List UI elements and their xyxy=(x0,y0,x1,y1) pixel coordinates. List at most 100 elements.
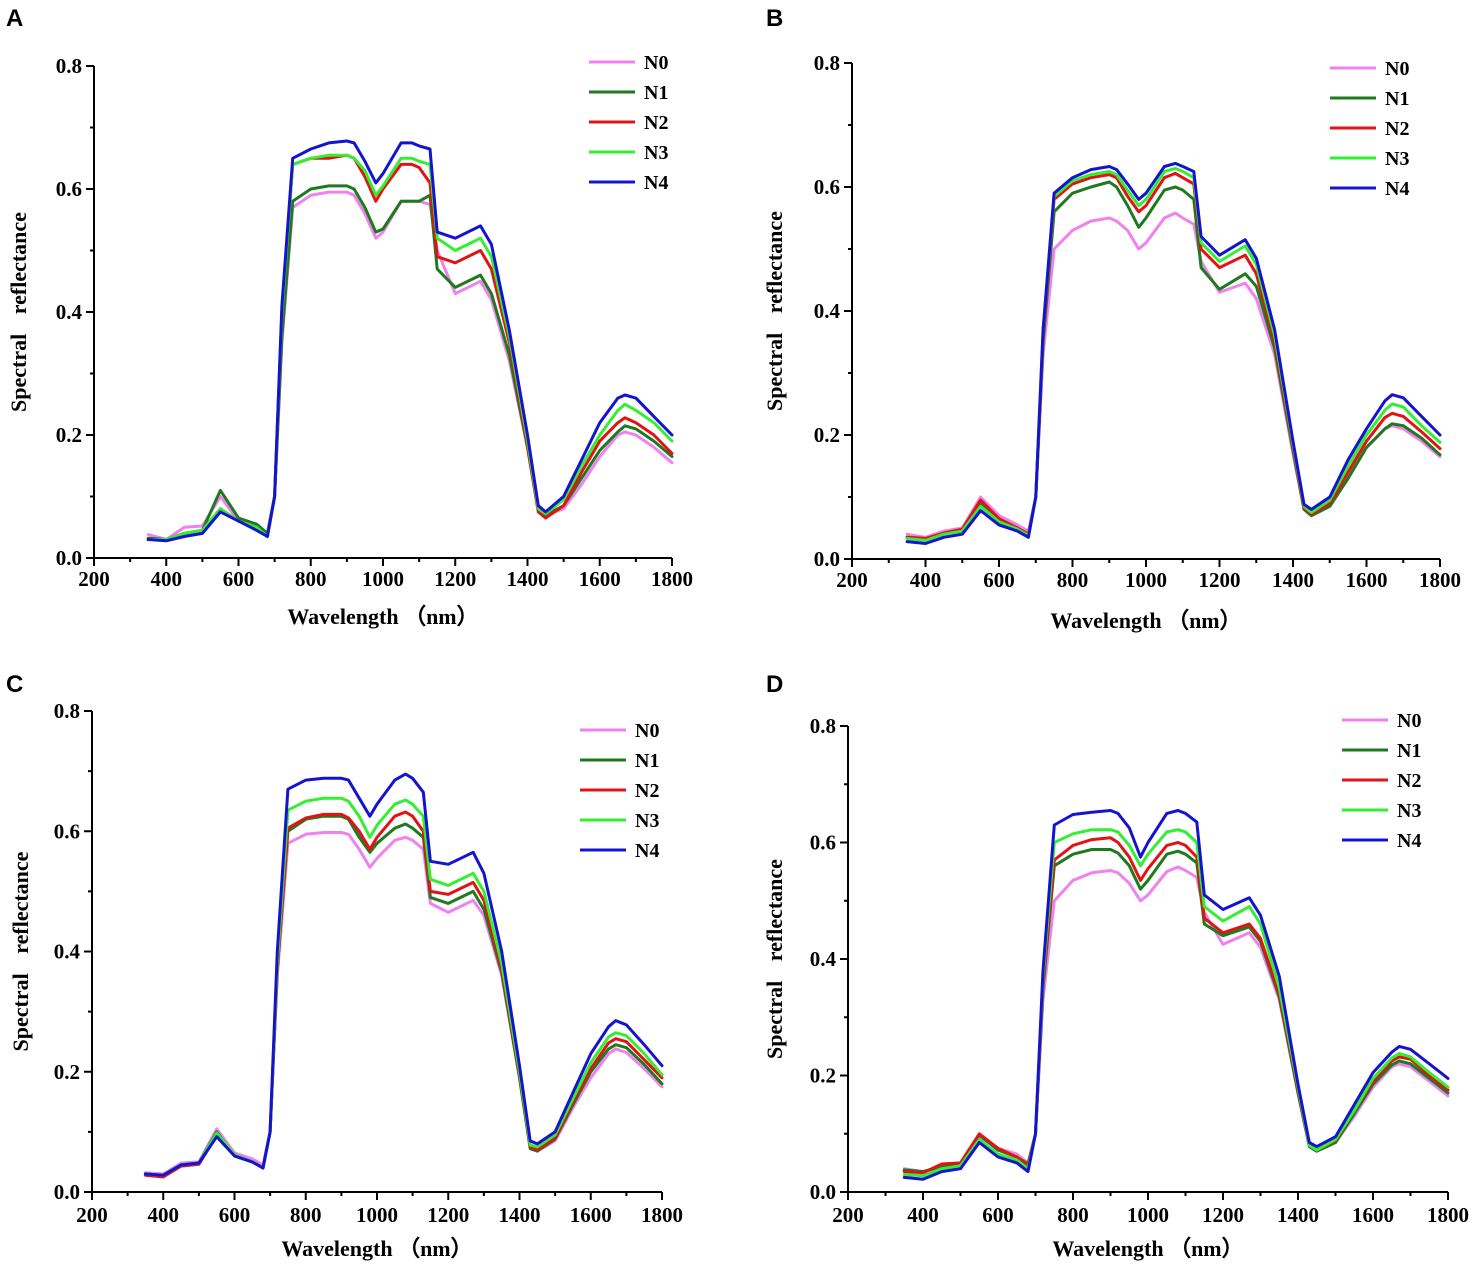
series-line-n2 xyxy=(146,153,674,541)
y-tick-label: 0.0 xyxy=(814,547,840,571)
x-tick-label: 1400 xyxy=(507,567,549,591)
x-tick-label: 800 xyxy=(1057,1203,1089,1227)
x-tick-label: 800 xyxy=(290,1203,322,1227)
x-tick-label: 200 xyxy=(832,1203,864,1227)
x-tick-label: 1600 xyxy=(1346,568,1388,592)
series-line-n4 xyxy=(902,809,1450,1181)
x-tick-label: 1600 xyxy=(579,567,621,591)
x-tick-label: 400 xyxy=(148,1203,180,1227)
y-tick-label: 0.2 xyxy=(54,1060,80,1084)
y-axis-title: Spectral reflectance xyxy=(6,212,31,412)
y-tick-label: 0.4 xyxy=(56,300,83,324)
x-tick-label: 1400 xyxy=(1272,568,1314,592)
x-tick-label: 600 xyxy=(983,568,1015,592)
series-line-n0 xyxy=(905,211,1442,539)
x-tick-label: 200 xyxy=(78,567,110,591)
x-axis-title: Wavelength （nm） xyxy=(1052,1236,1243,1261)
x-tick-label: 1200 xyxy=(427,1203,469,1227)
x-tick-label: 1600 xyxy=(1352,1203,1394,1227)
legend-label-n2: N2 xyxy=(1397,770,1421,792)
x-tick-label: 1000 xyxy=(1127,1203,1169,1227)
y-tick-label: 0.6 xyxy=(814,175,840,199)
x-tick-label: 200 xyxy=(76,1203,108,1227)
legend-label-n0: N0 xyxy=(1385,58,1409,80)
chart-panel-d: D 200 400 600 800 1000 1200 1400 1600 1800 0.0 0.2 0… xyxy=(762,671,1469,1261)
panel-letter: C xyxy=(6,671,23,698)
legend-label-n4: N4 xyxy=(1385,178,1409,200)
x-axis-title: Wavelength （nm） xyxy=(281,1236,472,1261)
y-tick-label: 0.4 xyxy=(810,947,837,971)
x-tick-label: 1000 xyxy=(1125,568,1167,592)
legend-label-n2: N2 xyxy=(644,112,668,134)
y-tick-label: 0.8 xyxy=(56,54,82,78)
legend-label-n1: N1 xyxy=(1397,740,1421,762)
y-axis-title: Spectral reflectance xyxy=(762,859,787,1059)
series-line-n0 xyxy=(143,831,664,1176)
y-tick-label: 0.4 xyxy=(54,940,81,964)
y-tick-label: 0.6 xyxy=(810,831,836,855)
x-tick-label: 1200 xyxy=(1199,568,1241,592)
series-line-n2 xyxy=(905,171,1442,540)
series-line-n1 xyxy=(143,814,664,1177)
x-tick-label: 1800 xyxy=(1419,568,1461,592)
x-tick-label: 200 xyxy=(836,568,868,592)
y-tick-label: 0.0 xyxy=(56,546,82,570)
x-tick-label: 1400 xyxy=(499,1203,541,1227)
legend-label-n4: N4 xyxy=(635,840,659,862)
y-tick-label: 0.2 xyxy=(56,423,82,447)
y-tick-label: 0.8 xyxy=(810,714,836,738)
y-tick-label: 0.0 xyxy=(54,1180,80,1204)
y-tick-label: 0.4 xyxy=(814,299,841,323)
x-tick-label: 1400 xyxy=(1277,1203,1319,1227)
series-line-n1 xyxy=(902,848,1450,1174)
x-tick-label: 800 xyxy=(1057,568,1089,592)
series-line-n3 xyxy=(905,166,1442,542)
legend-label-n3: N3 xyxy=(635,810,659,832)
y-tick-label: 0.8 xyxy=(814,51,840,75)
series-line-n2 xyxy=(902,836,1450,1175)
series-line-n1 xyxy=(905,180,1442,540)
x-tick-label: 1000 xyxy=(362,567,404,591)
panel-letter: A xyxy=(6,5,23,32)
legend-label-n2: N2 xyxy=(635,780,659,802)
series-line-n0 xyxy=(146,190,674,541)
series-line-n4 xyxy=(146,139,674,543)
legend-label-n0: N0 xyxy=(1397,710,1421,732)
y-tick-label: 0.6 xyxy=(56,177,82,201)
x-tick-label: 400 xyxy=(151,567,183,591)
x-tick-label: 1000 xyxy=(356,1203,398,1227)
x-tick-label: 1800 xyxy=(641,1203,683,1227)
legend-label-n4: N4 xyxy=(644,172,668,194)
x-tick-label: 400 xyxy=(910,568,942,592)
panel-letter: D xyxy=(766,671,783,698)
legend-label-n1: N1 xyxy=(644,82,668,104)
legend-label-n0: N0 xyxy=(635,720,659,742)
x-axis-title: Wavelength （nm） xyxy=(1050,608,1241,633)
x-axis-title: Wavelength （nm） xyxy=(287,604,478,629)
series-line-n2 xyxy=(143,810,664,1179)
legend-label-n3: N3 xyxy=(644,142,668,164)
legend-label-n1: N1 xyxy=(1385,88,1409,110)
legend-label-n0: N0 xyxy=(644,52,668,74)
x-tick-label: 600 xyxy=(219,1203,251,1227)
x-tick-label: 1800 xyxy=(1427,1203,1469,1227)
y-tick-label: 0.8 xyxy=(54,699,80,723)
y-tick-label: 0.2 xyxy=(810,1064,836,1088)
x-tick-label: 400 xyxy=(907,1203,939,1227)
series-line-n4 xyxy=(905,161,1442,545)
x-tick-label: 800 xyxy=(295,567,327,591)
x-tick-label: 600 xyxy=(223,567,255,591)
series-line-n0 xyxy=(902,865,1450,1174)
series-line-n3 xyxy=(146,153,674,541)
series-line-n4 xyxy=(143,772,664,1177)
legend-label-n4: N4 xyxy=(1397,830,1421,852)
series-line-n3 xyxy=(143,796,664,1177)
y-tick-label: 0.2 xyxy=(814,423,840,447)
chart-panel-a: A 200 400 600 800 1000 1200 1400 1600 1800 0.0 0.2 0… xyxy=(6,5,693,629)
series-line-n1 xyxy=(146,184,674,541)
x-tick-label: 1600 xyxy=(570,1203,612,1227)
x-tick-label: 1200 xyxy=(1202,1203,1244,1227)
panel-letter: B xyxy=(766,5,783,32)
y-tick-label: 0.6 xyxy=(54,819,80,843)
